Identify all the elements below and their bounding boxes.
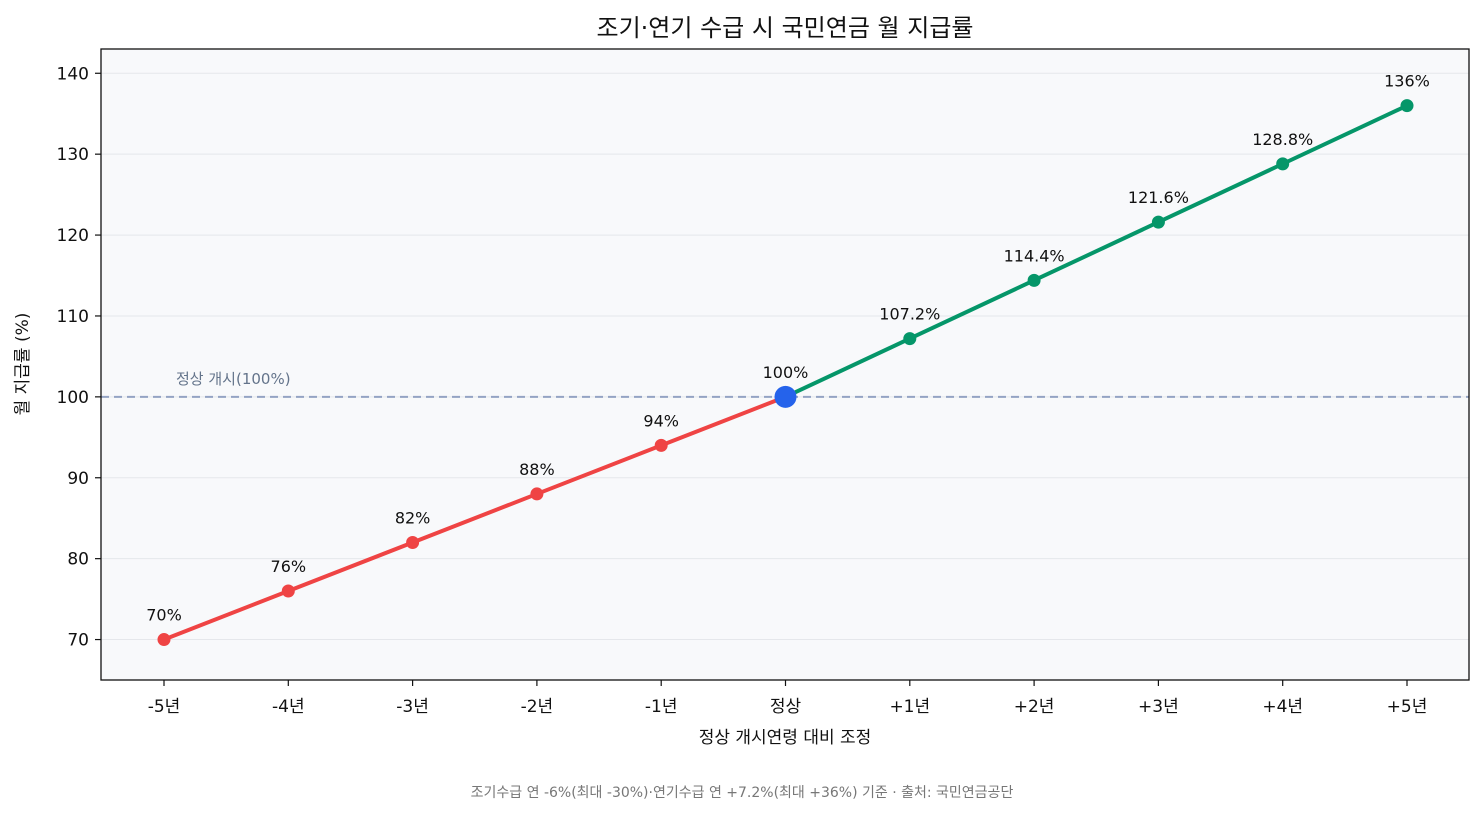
x-tick-label: -1년 [645,697,678,717]
x-tick-label: +1년 [889,697,930,717]
x-axis-label: 정상 개시연령 대비 조정 [699,728,872,748]
x-tick-label: -3년 [396,697,429,717]
data-label: 114.4% [1004,246,1065,265]
y-tick-label: 140 [57,64,89,84]
y-tick-label: 120 [57,226,89,246]
reference-line-label: 정상 개시(100%) [176,370,291,388]
data-label: 76% [271,557,307,576]
data-label: 100% [763,363,809,382]
x-tick-label: -5년 [148,697,181,717]
data-point [281,584,295,598]
data-label: 128.8% [1252,130,1313,149]
x-tick-label: -4년 [272,697,305,717]
x-tick-label: +3년 [1138,697,1179,717]
tick-labels: 70 80 90 100 110 120 130 140 -5년 -4년 -3년 -2년 -1년 정상 +1… [57,64,1428,717]
x-tick-label: -2년 [521,697,554,717]
data-point [157,633,171,647]
y-tick-label: 110 [57,307,89,327]
data-point [530,487,544,501]
data-point [1400,99,1414,113]
data-point [1276,157,1290,171]
data-label: 136% [1384,72,1430,91]
y-tick-label: 100 [57,388,89,408]
data-point [1027,273,1041,287]
series-line-2 [783,103,1409,399]
y-axis-label: 월 지급률 (%) [13,313,33,416]
data-label: 107.2% [879,305,940,324]
y-tick-label: 80 [67,550,89,570]
y-tick-label: 130 [57,145,89,165]
data-points [157,99,1414,647]
data-label: 121.6% [1128,188,1189,207]
data-label: 88% [519,460,555,479]
data-point [1151,215,1165,229]
series-lines [162,103,1409,642]
axes [95,48,1470,686]
x-tick-label: +2년 [1014,697,1055,717]
x-tick-label: +4년 [1262,697,1303,717]
data-point [903,332,917,346]
x-tick-label: 정상 [770,697,802,717]
data-label: 82% [395,508,431,527]
data-point [406,535,420,549]
data-label: 94% [643,411,679,430]
x-tick-label: +5년 [1387,697,1428,717]
chart-title: 조기·연기 수급 시 국민연금 월 지급률 [597,14,974,42]
y-tick-label: 70 [67,631,89,651]
data-point [654,438,668,452]
data-labels: 70% 76% 82% 88% 94% 100% 107.2% 114.4% 121.6% 128… [146,72,1430,625]
y-tick-label: 90 [67,469,89,489]
series-line-1 [162,394,788,642]
footnote: 조기수급 연 -6%(최대 -30%)·연기수급 연 +7.2%(최대 +36%… [471,785,1014,801]
data-label: 70% [146,606,182,625]
highlight-point [774,385,797,408]
